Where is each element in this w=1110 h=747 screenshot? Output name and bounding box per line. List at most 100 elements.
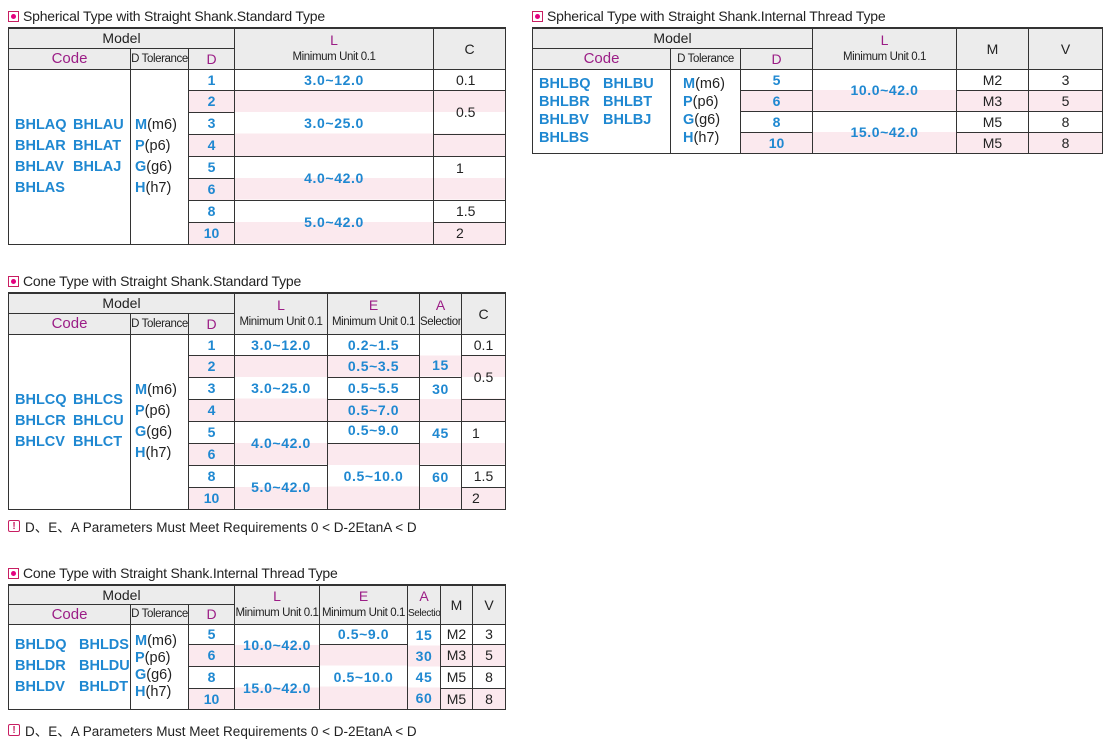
header-l: L Minimum Unit 0.1 [234,584,320,625]
spec-table: Model L Minimum Unit 0.1 E Minimum Unit 0.… [8,584,506,710]
e-range: 0.5~9.0 [327,420,420,444]
d-value: 6 [188,442,235,466]
l-range: 10.0~42.0 [234,623,320,667]
d-value: 1 [188,333,235,356]
v-value: 8 [472,665,506,689]
d-value: 2 [188,89,235,113]
a-values: 15 30 45 60 [407,623,441,710]
section-title: Spherical Type with Straight Shank.Inter… [532,7,1103,25]
e-range: 0.5~5.5 [327,376,420,400]
header-model: Model [8,584,235,605]
header-m: M [956,27,1029,70]
code-list: BHLDQ BHLDS BHLDR BHLDU BHLDV BHLDT [8,623,131,710]
c-empty [461,398,506,422]
e-range: 0.5~10.0 [327,442,420,510]
d-value: 4 [188,133,235,157]
code-list: BHLAQ BHLAU BHLAR BHLAT BHLAV BHLAJ BHLAS [8,68,131,245]
v-value: 8 [1028,110,1103,133]
bullet-icon [8,10,19,22]
d-value: 10 [740,131,813,154]
e-range: 0.2~1.5 [327,333,420,356]
v-value: 8 [472,687,506,710]
section-spherical-internal-thread: Spherical Type with Straight Shank.Inter… [532,7,1103,154]
l-range: 15.0~42.0 [234,665,320,710]
parameter-note: ! D、E、A Parameters Must Meet Requirements… [8,516,417,536]
section-title: Cone Type with Straight Shank.Internal T… [8,564,506,582]
c-value: 0.5 [433,89,506,135]
c-value: 1 [461,420,506,466]
d-value: 1 [188,68,235,91]
l-range: 5.0~42.0 [234,199,434,245]
m-value: M3 [440,643,473,667]
d-value: 4 [188,398,235,422]
header-v: V [472,584,506,625]
header-d: D [188,312,235,335]
m-value: M2 [956,68,1029,91]
d-value: 6 [188,643,235,667]
tolerance-list: M(m6) P(p6) G(g6) H(h7) [670,68,741,154]
e-range: 0.5~10.0 [319,643,408,710]
header-code: Code [532,47,671,70]
d-value: 10 [188,221,235,245]
section-title: Spherical Type with Straight Shank.Stand… [8,7,506,25]
c-value: 2 [433,221,506,245]
v-value: 5 [472,643,506,667]
m-value: M3 [956,89,1029,112]
m-value: M2 [440,623,473,645]
header-c: C [461,292,506,335]
header-e: E Minimum Unit 0.1 [319,584,408,625]
c-value: 0.1 [461,333,506,356]
d-value: 2 [188,354,235,378]
d-value: 3 [188,111,235,135]
d-value: 8 [188,199,235,223]
code-list: BHLBQ BHLBU BHLBR BHLBT BHLBV BHLBJ BHLBS [532,68,671,154]
d-value: 6 [188,177,235,201]
bullet-icon [532,10,543,22]
v-value: 8 [1028,131,1103,154]
c-value: 1.5 [433,199,506,223]
a-value: 30 [419,376,462,422]
header-model: Model [532,27,813,49]
header-code: Code [8,47,131,70]
header-d-tolerance: D Tolerance [130,47,189,70]
header-d: D [188,603,235,625]
c-value: 2 [461,486,506,510]
c-value: 0.5 [461,354,506,400]
e-range: 0.5~7.0 [327,398,420,422]
header-code: Code [8,312,131,335]
header-d-tolerance: D Tolerance [130,312,189,335]
tolerance-list: M(m6) P(p6) G(g6) H(h7) [130,333,189,510]
header-d-tolerance: D Tolerance [670,47,741,70]
c-value: 1 [433,155,506,201]
l-range: 3.0~12.0 [234,68,434,91]
l-range: 10.0~42.0 [812,68,957,112]
header-model: Model [8,27,235,49]
d-value: 6 [740,89,813,112]
header-v: V [1028,27,1103,70]
c-value: 0.1 [433,68,506,91]
d-value: 5 [740,68,813,91]
e-range: 0.5~9.0 [319,623,408,645]
spec-table: Model L Minimum Unit 0.1 C Code D Toleran… [8,27,506,245]
header-l: L Minimum Unit 0.1 [234,27,434,70]
c-value: 1.5 [461,464,506,488]
e-range: 0.5~3.5 [327,354,420,378]
d-value: 3 [188,376,235,400]
code-list: BHLCQ BHLCS BHLCR BHLCU BHLCV BHLCT [8,333,131,510]
header-d: D [740,47,813,70]
info-icon: ! [8,724,20,736]
v-value: 3 [472,623,506,645]
header-code: Code [8,603,131,625]
d-value: 8 [740,110,813,133]
section-cone-internal-thread: Cone Type with Straight Shank.Internal T… [8,564,506,710]
spec-table: Model L Minimum Unit 0.1 M V Code D Toler… [532,27,1103,154]
header-model: Model [8,292,235,314]
header-d-tolerance: D Tolerance [130,603,189,625]
header-e: E Minimum Unit 0.1 [327,292,420,335]
m-value: M5 [956,110,1029,133]
d-value: 8 [188,464,235,488]
d-value: 8 [188,665,235,689]
header-l: L Minimum Unit 0.1 [812,27,957,70]
